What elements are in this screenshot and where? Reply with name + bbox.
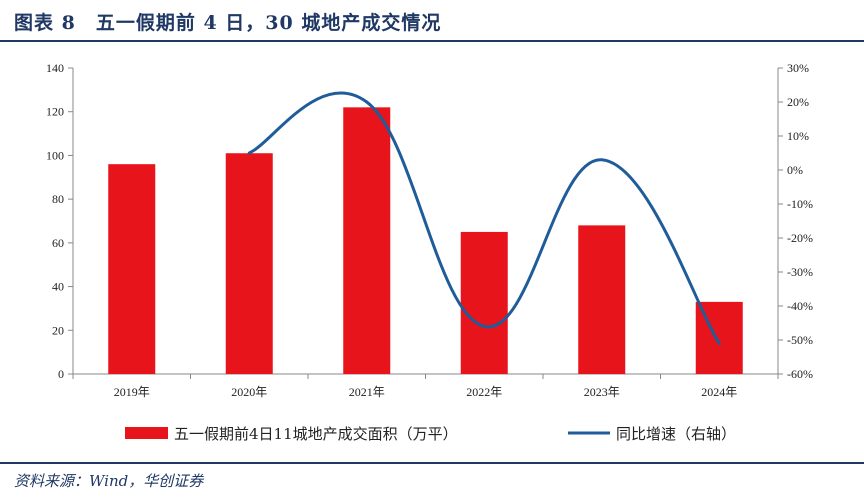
x-tick-label: 2022年 — [466, 385, 502, 399]
left-tick-label: 80 — [52, 192, 64, 206]
growth-line — [247, 91, 721, 345]
right-tick-label: 30% — [787, 61, 809, 75]
x-tick-label: 2021年 — [349, 385, 385, 399]
left-y-axis: 0 20 40 60 80 100 120 140 — [46, 61, 74, 381]
x-tick-label: 2019年 — [114, 385, 150, 399]
chart-title: 图表 8 五一假期前 4 日，30 城地产成交情况 — [14, 12, 442, 34]
line-series — [247, 91, 721, 345]
right-tick-label: -60% — [787, 367, 813, 381]
bar — [578, 225, 626, 374]
bar — [225, 153, 273, 374]
bar — [460, 231, 508, 374]
left-tick-label: 60 — [52, 236, 64, 250]
right-tick-label: 20% — [787, 95, 809, 109]
right-tick-label: -40% — [787, 299, 813, 313]
right-tick-label: -10% — [787, 197, 813, 211]
left-tick-label: 20 — [52, 323, 64, 337]
right-tick-label: 10% — [787, 129, 809, 143]
right-tick-label: -50% — [787, 333, 813, 347]
legend-swatch-bar — [125, 427, 168, 439]
legend: 五一假期前4日11城地产成交面积（万平） 同比增速（右轴） — [125, 425, 736, 443]
left-tick-label: 140 — [46, 61, 64, 75]
x-tick-label: 2024年 — [701, 385, 737, 399]
x-axis: 2019年 2020年 2021年 2022年 2023年 2024年 — [72, 373, 779, 399]
left-tick-label: 100 — [46, 148, 64, 162]
right-tick-label: -20% — [787, 231, 813, 245]
x-tick-label: 2020年 — [231, 385, 267, 399]
bar-series — [108, 107, 743, 374]
x-tick-label: 2023年 — [584, 385, 620, 399]
title-rule — [0, 40, 864, 42]
right-y-axis: -60% -50% -40% -30% -20% -10% 0% 10% 20% 30% — [777, 61, 813, 381]
left-tick-label: 40 — [52, 280, 64, 294]
legend-label-bar: 五一假期前4日11城地产成交面积（万平） — [174, 425, 458, 443]
bar — [343, 107, 391, 374]
source-note: 资料来源：Wind，华创证券 — [14, 472, 204, 490]
right-tick-label: 0% — [787, 163, 803, 177]
left-tick-label: 120 — [46, 105, 64, 119]
bar — [108, 164, 156, 374]
footer-rule — [0, 462, 864, 464]
legend-label-line: 同比增速（右轴） — [616, 425, 736, 443]
left-tick-label: 0 — [58, 367, 64, 381]
right-tick-label: -30% — [787, 265, 813, 279]
